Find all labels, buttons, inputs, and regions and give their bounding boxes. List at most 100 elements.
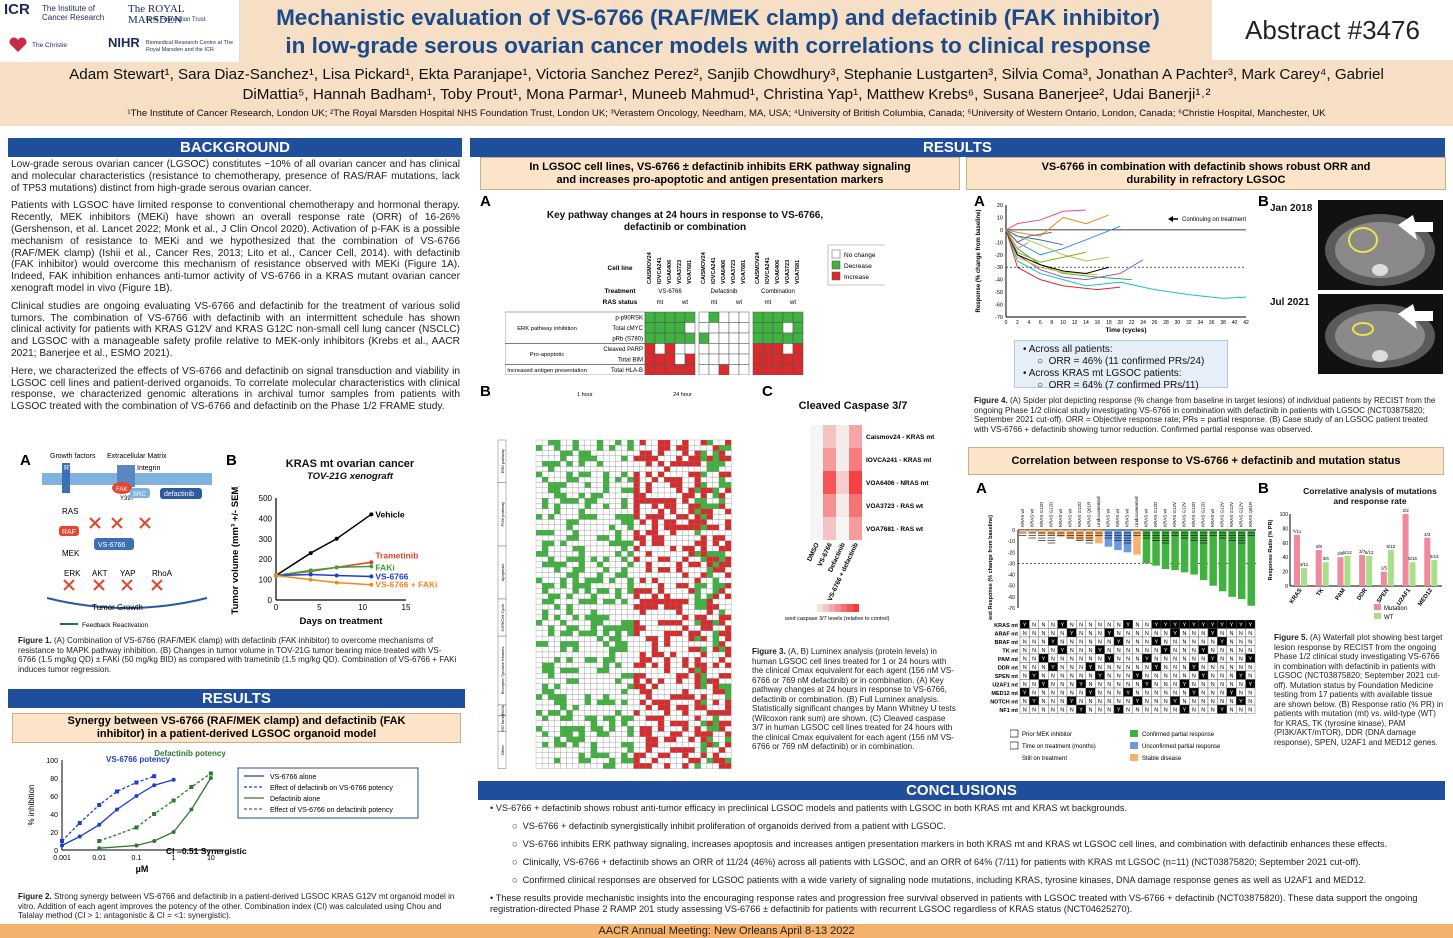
heat-cell bbox=[627, 556, 634, 563]
heat-cell bbox=[554, 492, 561, 499]
heat-cell bbox=[554, 514, 561, 520]
heat-cell bbox=[602, 498, 610, 504]
heat-cell bbox=[772, 343, 784, 355]
bar-label: KRAS G12V bbox=[1239, 502, 1244, 527]
heat-cell bbox=[633, 508, 640, 515]
heat-cell bbox=[609, 657, 616, 663]
heat-cell bbox=[651, 450, 659, 457]
heat-cell bbox=[572, 763, 579, 769]
heat-cell bbox=[596, 736, 604, 743]
heat-cell bbox=[639, 731, 646, 737]
heat-cell bbox=[633, 667, 640, 674]
protein-label: pRb (S780) bbox=[612, 337, 643, 343]
heat-cell bbox=[572, 498, 579, 504]
heat-cell bbox=[566, 508, 573, 515]
heat-cell bbox=[560, 651, 567, 658]
heat-cell bbox=[718, 476, 726, 483]
mutation-cell-text: N bbox=[1107, 665, 1111, 671]
heat-cell bbox=[688, 598, 695, 605]
heat-cell bbox=[554, 710, 561, 716]
heat-cell bbox=[621, 678, 628, 684]
heat-cell bbox=[700, 572, 707, 578]
heat-cell bbox=[541, 763, 549, 769]
heat-cell bbox=[676, 482, 683, 488]
heat-cell bbox=[688, 747, 695, 753]
heat-cell bbox=[682, 704, 689, 711]
heat-cell bbox=[615, 466, 622, 472]
heat-cell bbox=[645, 763, 653, 769]
heat-cell bbox=[566, 715, 573, 722]
heat-cell bbox=[645, 540, 653, 547]
heat-cell bbox=[712, 688, 720, 695]
category-label: U2AF1 bbox=[1396, 587, 1412, 607]
mutation-cell-text: N bbox=[1098, 640, 1102, 646]
heat-cell bbox=[541, 635, 549, 642]
y-tick-label: 20 bbox=[50, 830, 58, 837]
heat-cell bbox=[621, 625, 628, 631]
heat-cell bbox=[698, 311, 710, 323]
bar-label: KRAS wt bbox=[1124, 508, 1129, 527]
mutation-cell-text: Y bbox=[1126, 691, 1130, 697]
heat-cell bbox=[584, 736, 592, 743]
waterfall-bar bbox=[1095, 530, 1103, 544]
heat-cell bbox=[535, 747, 543, 753]
heat-cell bbox=[590, 720, 598, 727]
heat-cell bbox=[752, 322, 764, 334]
heat-cell bbox=[663, 673, 671, 679]
heat-cell bbox=[657, 741, 665, 748]
x-tick-label: 0.01 bbox=[92, 855, 106, 862]
series-line bbox=[98, 772, 212, 842]
figure3-caption-label: Figure 3. bbox=[752, 647, 786, 656]
mutation-cell-text: N bbox=[1089, 708, 1093, 714]
cell-line-label: IOVCA241 - KRAS mt bbox=[866, 457, 932, 464]
heat-cell bbox=[718, 503, 726, 510]
heat-cell bbox=[602, 736, 610, 743]
heat-cell bbox=[706, 604, 714, 610]
heat-cell bbox=[633, 757, 640, 764]
heat-cell bbox=[706, 455, 714, 462]
heat-cell bbox=[627, 609, 634, 616]
heat-cell bbox=[535, 466, 543, 472]
heat-cell bbox=[578, 492, 585, 499]
heat-cell bbox=[639, 577, 646, 584]
data-point bbox=[152, 812, 157, 816]
heat-cell bbox=[706, 720, 714, 727]
heat-cell bbox=[645, 498, 653, 504]
heat-cell bbox=[694, 710, 701, 716]
icr-logo-text: The Institute of Cancer Research bbox=[42, 4, 105, 22]
mutation-cell-text: N bbox=[1248, 708, 1252, 714]
heat-cell bbox=[627, 646, 634, 653]
heat-cell bbox=[718, 508, 726, 515]
heat-cell bbox=[596, 625, 604, 631]
heat-cell bbox=[651, 593, 659, 600]
heat-cell bbox=[651, 529, 659, 536]
heat-cell bbox=[541, 688, 549, 695]
heat-cell bbox=[578, 524, 585, 531]
mutation-cell-text: N bbox=[1032, 708, 1036, 714]
figure5-caption-label: Figure 5. bbox=[1274, 633, 1308, 642]
heat-cell bbox=[572, 461, 579, 467]
data-point bbox=[134, 794, 139, 798]
heat-cell bbox=[560, 445, 567, 451]
royal-marsden-logo: The ROYAL MARSDEN bbox=[128, 3, 185, 26]
x-tick-label: 15 bbox=[402, 603, 411, 612]
heat-cell bbox=[718, 588, 726, 594]
heat-cell bbox=[584, 514, 592, 520]
heat-cell bbox=[708, 332, 720, 344]
mutation-cell-text: N bbox=[1032, 648, 1036, 654]
heat-cell bbox=[627, 476, 634, 483]
heat-cell bbox=[615, 487, 622, 494]
heat-cell bbox=[694, 625, 701, 631]
x-tick-label: 10 bbox=[207, 855, 215, 862]
heat-cell bbox=[645, 519, 653, 525]
cell-line-label: IOVCA241 bbox=[711, 257, 717, 284]
heat-cell bbox=[566, 551, 573, 557]
heat-cell bbox=[566, 741, 573, 748]
heat-cell bbox=[554, 540, 561, 547]
heat-cell bbox=[682, 763, 689, 769]
heat-cell bbox=[688, 445, 695, 451]
heat-cell bbox=[706, 614, 714, 621]
heat-cell bbox=[602, 439, 610, 446]
y-tick-label: 80 bbox=[50, 776, 58, 783]
heat-cell bbox=[596, 561, 604, 568]
